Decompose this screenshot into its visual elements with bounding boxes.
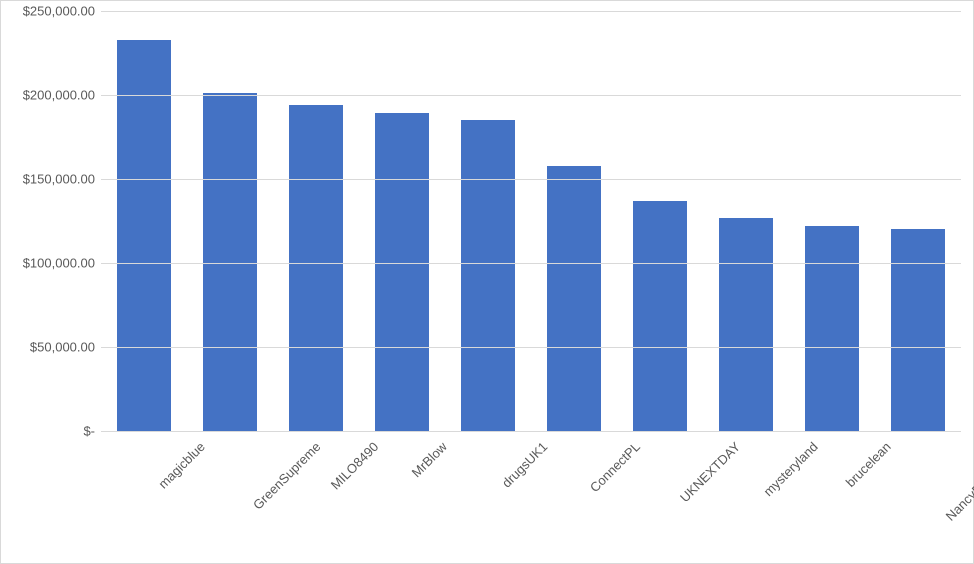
x-label-slot: magicblue — [101, 433, 187, 553]
bars-group — [101, 11, 961, 431]
bar-slot — [187, 11, 273, 431]
x-label-slot: MrBlow — [359, 433, 445, 553]
bar-chart: magicblueGreenSupremeMILO8490MrBlowdrugs… — [0, 0, 974, 564]
bar — [461, 120, 514, 431]
gridline — [101, 11, 961, 12]
bar-slot — [875, 11, 961, 431]
bar-slot — [101, 11, 187, 431]
bar-slot — [273, 11, 359, 431]
x-label-slot: mysteryland — [703, 433, 789, 553]
gridline — [101, 95, 961, 96]
bar — [719, 218, 772, 431]
bar — [891, 229, 944, 431]
bar-slot — [703, 11, 789, 431]
x-label-slot: MILO8490 — [273, 433, 359, 553]
bar — [375, 113, 428, 431]
bar-slot — [617, 11, 703, 431]
y-tick-label: $250,000.00 — [5, 4, 95, 19]
bar — [117, 40, 170, 431]
y-tick-label: $150,000.00 — [5, 172, 95, 187]
x-label-slot: UKNEXTDAY — [617, 433, 703, 553]
x-axis-labels: magicblueGreenSupremeMILO8490MrBlowdrugs… — [101, 433, 961, 553]
bar-slot — [789, 11, 875, 431]
x-label-slot: ConnectPL — [531, 433, 617, 553]
x-label-slot: GreenSupreme — [187, 433, 273, 553]
gridline — [101, 347, 961, 348]
x-label-slot: drugsUK1 — [445, 433, 531, 553]
x-label-slot: brucelean — [789, 433, 875, 553]
bar-slot — [359, 11, 445, 431]
bar — [547, 166, 600, 431]
x-tick-label: NancyBotwin2019 — [943, 439, 974, 524]
y-tick-label: $200,000.00 — [5, 88, 95, 103]
x-tick-label: MrBlow — [409, 439, 450, 480]
plot-area — [101, 11, 961, 432]
bar — [633, 201, 686, 431]
bar-slot — [531, 11, 617, 431]
x-label-slot: NancyBotwin2019 — [875, 433, 961, 553]
y-tick-label: $50,000.00 — [5, 340, 95, 355]
gridline — [101, 179, 961, 180]
bar — [805, 226, 858, 431]
bar — [289, 105, 342, 431]
y-tick-label: $- — [5, 424, 95, 439]
gridline — [101, 263, 961, 264]
bar-slot — [445, 11, 531, 431]
y-tick-label: $100,000.00 — [5, 256, 95, 271]
